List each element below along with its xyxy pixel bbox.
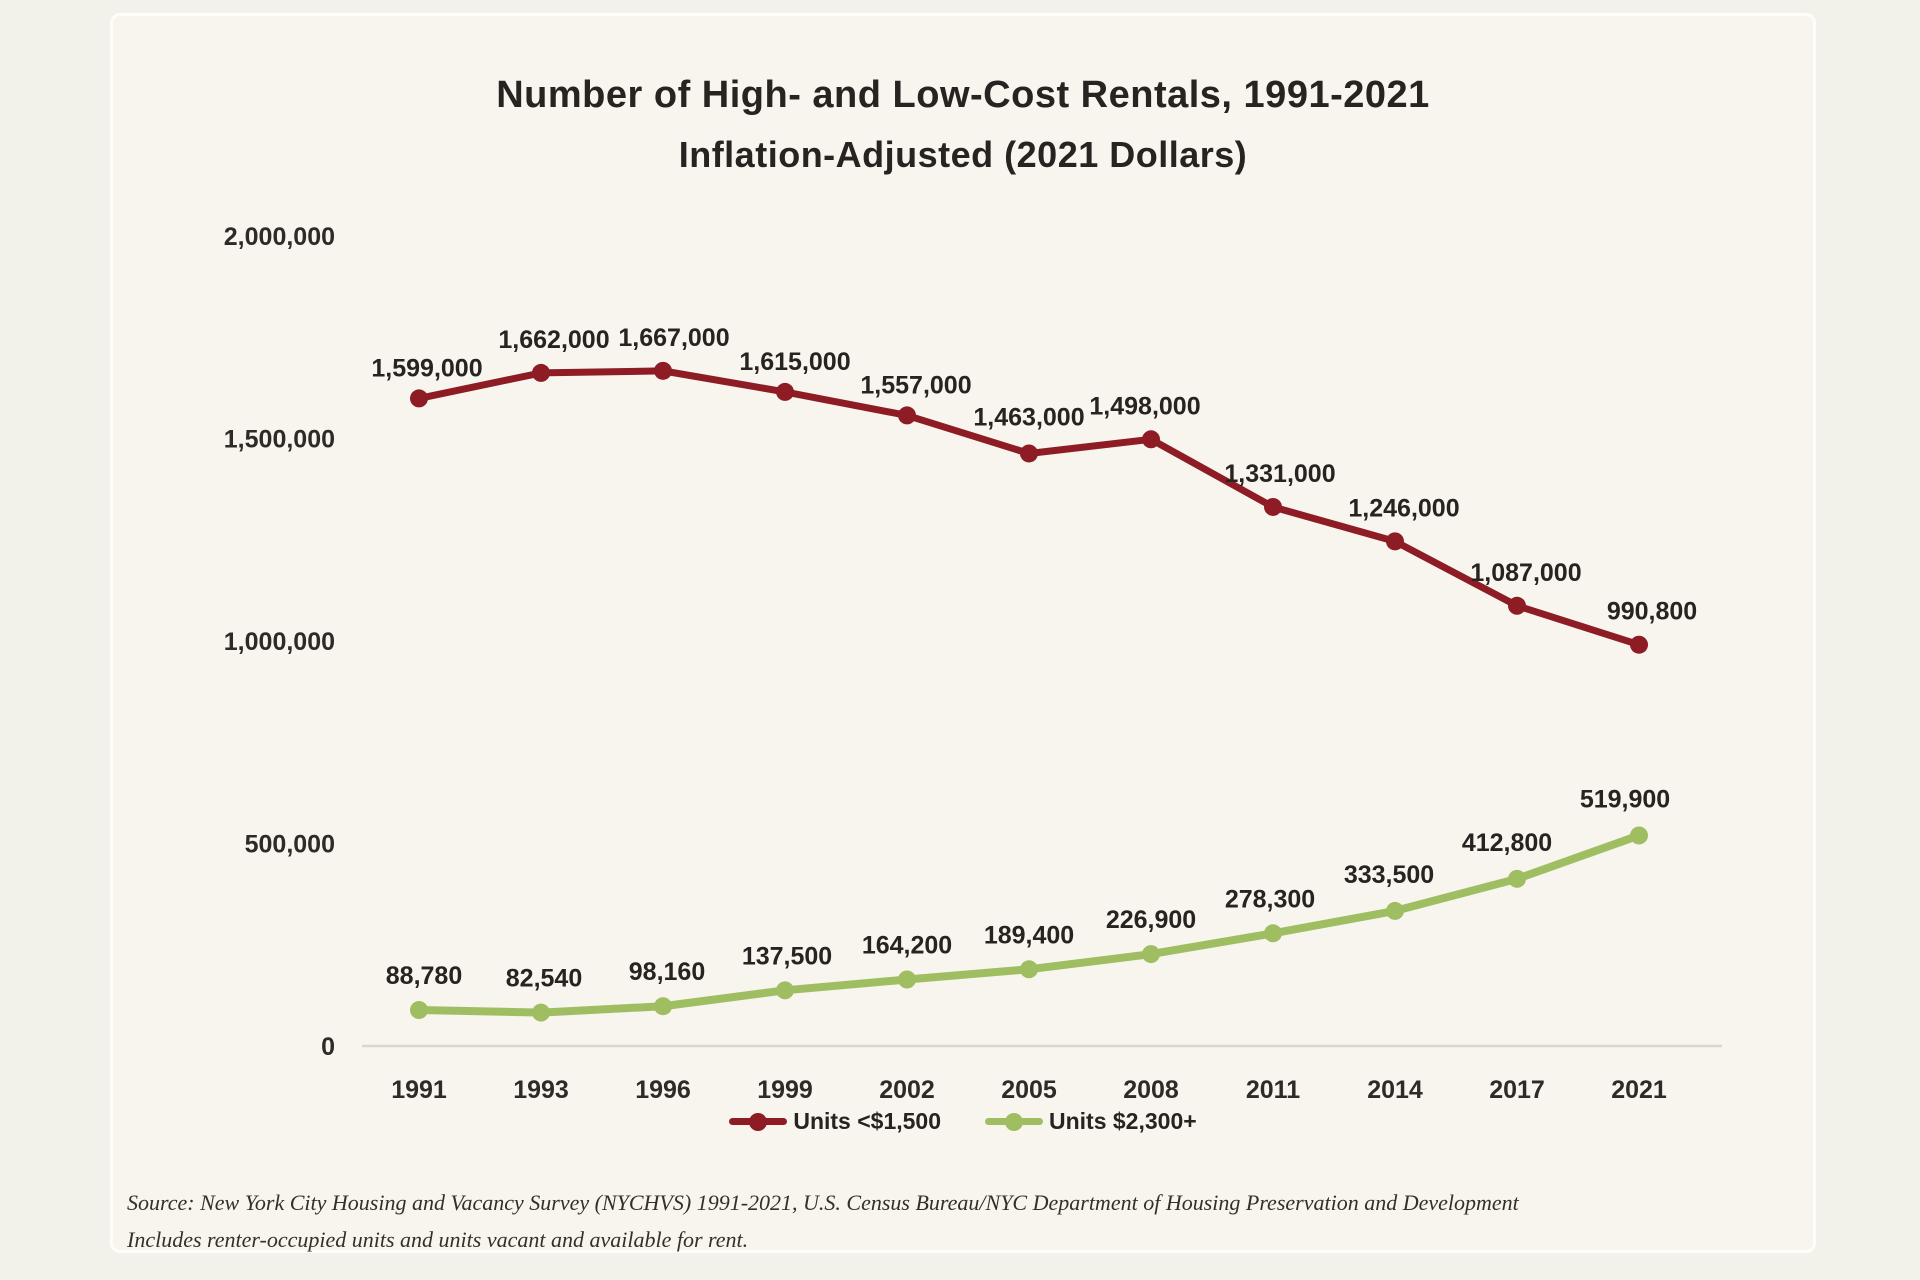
high-cost-series-point [410, 1001, 428, 1020]
legend-swatch-dot-icon [1005, 1112, 1023, 1131]
high-cost-series-point [1630, 826, 1648, 845]
high-cost-series-point [532, 1003, 550, 1022]
high-cost-series-data-label: 412,800 [1462, 829, 1552, 857]
high-cost-series-data-label: 82,540 [506, 965, 582, 993]
low-cost-series-point [532, 363, 550, 382]
high-cost-series-data-label: 98,160 [629, 958, 705, 986]
chart-subtitle: Inflation-Adjusted (2021 Dollars) [678, 133, 1248, 175]
low-cost-series-data-label: 1,667,000 [618, 324, 729, 352]
high-cost-series-point [1264, 924, 1282, 943]
high-cost-series-point [1142, 945, 1160, 964]
low-cost-series-data-label: 1,557,000 [860, 371, 971, 399]
legend-swatch-icon [985, 1112, 1043, 1131]
high-cost-series-data-label: 519,900 [1580, 785, 1670, 813]
low-cost-series-point [410, 389, 428, 408]
x-axis-tick-label: 2017 [1489, 1076, 1545, 1104]
low-cost-series-data-label: 990,800 [1607, 598, 1697, 626]
source-line1: Source: New York City Housing and Vacanc… [127, 1190, 1519, 1215]
legend-label: Units <$1,500 [793, 1108, 941, 1134]
high-cost-series-data-label: 333,500 [1344, 861, 1434, 889]
low-cost-series-point [1508, 596, 1526, 615]
legend-swatch-icon [729, 1112, 788, 1131]
x-axis-tick-label: 2011 [1246, 1076, 1300, 1104]
low-cost-series-point [1142, 430, 1160, 449]
legend-swatch-dot-icon [749, 1112, 768, 1131]
low-cost-series-data-label: 1,246,000 [1348, 494, 1459, 522]
x-axis-tick-label: 2002 [879, 1076, 935, 1104]
chart-title: Number of High- and Low-Cost Rentals, 19… [496, 74, 1430, 116]
x-axis-tick-label: 1999 [757, 1076, 813, 1104]
y-axis-tick-label: 500,000 [245, 831, 335, 859]
x-axis-tick-label: 1991 [391, 1076, 447, 1104]
chart-legend: Units <$1,500 Units $2,300+ [110, 1108, 1816, 1135]
low-cost-series-data-label: 1,615,000 [739, 348, 850, 376]
legend-item-high-cost-series: Units $2,300+ [985, 1108, 1197, 1135]
low-cost-series-point [776, 382, 794, 401]
y-axis-tick-label: 0 [321, 1033, 335, 1061]
x-axis-tick-label: 2014 [1367, 1076, 1423, 1104]
high-cost-series-data-label: 189,400 [984, 921, 1074, 949]
high-cost-series-point [1508, 869, 1526, 888]
legend-item-low-cost-series: Units <$1,500 [729, 1108, 941, 1135]
low-cost-series-point [1630, 635, 1648, 654]
high-cost-series-point [776, 981, 794, 1000]
low-cost-series-point [654, 361, 672, 380]
source-line2: Includes renter-occupied units and units… [127, 1227, 749, 1252]
high-cost-series-data-label: 226,900 [1106, 906, 1196, 934]
high-cost-series-point [1386, 901, 1404, 920]
legend-label: Units $2,300+ [1049, 1108, 1197, 1134]
high-cost-series-point [898, 970, 916, 989]
source-note: Source: New York City Housing and Vacanc… [127, 1184, 1747, 1258]
low-cost-series-point [1264, 497, 1282, 516]
high-cost-series-data-label: 164,200 [862, 931, 952, 959]
low-cost-series-data-label: 1,463,000 [973, 403, 1084, 431]
low-cost-series-point [1020, 444, 1038, 463]
low-cost-series-point [1386, 532, 1404, 551]
low-cost-series-data-label: 1,331,000 [1224, 460, 1335, 488]
x-axis-tick-label: 1996 [635, 1076, 691, 1104]
x-axis-tick-label: 1993 [513, 1076, 569, 1104]
low-cost-series-data-label: 1,498,000 [1089, 392, 1200, 420]
x-axis-tick-label: 2021 [1611, 1076, 1667, 1104]
low-cost-series-point [898, 406, 916, 425]
x-axis-tick-label: 2008 [1123, 1076, 1179, 1104]
y-axis-tick-label: 2,000,000 [224, 223, 335, 251]
high-cost-series-point [654, 997, 672, 1016]
low-cost-series-data-label: 1,087,000 [1470, 559, 1581, 587]
high-cost-series-data-label: 278,300 [1225, 885, 1315, 913]
low-cost-series-data-label: 1,599,000 [371, 354, 482, 382]
y-axis-tick-label: 1,500,000 [224, 426, 335, 454]
high-cost-series-data-label: 88,780 [386, 962, 462, 990]
chart-title-block: Number of High- and Low-Cost Rentals, 19… [110, 72, 1816, 177]
high-cost-series-data-label: 137,500 [742, 942, 832, 970]
y-axis-tick-label: 1,000,000 [224, 628, 335, 656]
low-cost-series-data-label: 1,662,000 [498, 326, 609, 354]
high-cost-series-point [1020, 960, 1038, 979]
x-axis-tick-label: 2005 [1001, 1076, 1057, 1104]
